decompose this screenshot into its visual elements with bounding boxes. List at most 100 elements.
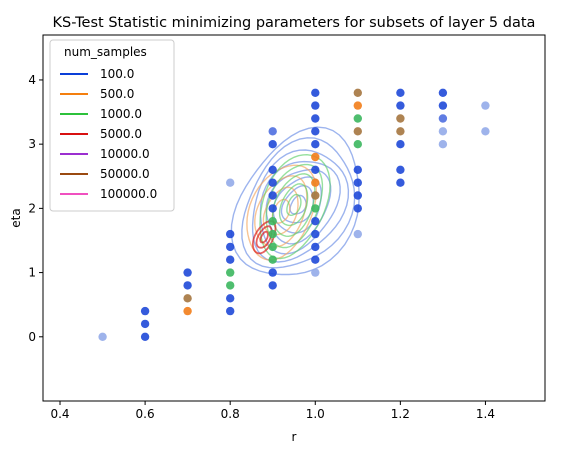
scatter-points	[98, 88, 490, 341]
data-point	[396, 101, 405, 110]
data-point	[268, 242, 277, 252]
data-point	[481, 101, 490, 110]
data-point	[396, 178, 405, 187]
legend-label: 5000.0	[100, 127, 142, 141]
legend: num_samples 100.0 500.0 1000.0 5000.0 10000.…	[49, 39, 175, 212]
contour-500.0	[262, 186, 299, 236]
data-point	[353, 114, 362, 123]
plot-area-frame	[42, 34, 546, 402]
data-point	[438, 88, 448, 98]
data-point	[140, 319, 150, 329]
contour-100.0	[251, 149, 350, 263]
data-point	[353, 101, 362, 110]
legend-label: 50000.0	[100, 167, 150, 181]
x-tick-label: 0.6	[136, 407, 155, 421]
contour-5000.0	[251, 220, 277, 255]
data-point	[183, 268, 192, 277]
data-point	[226, 255, 235, 264]
data-point	[353, 204, 362, 213]
data-point	[268, 281, 277, 290]
data-point	[268, 268, 277, 277]
data-point	[396, 88, 405, 98]
data-point	[268, 178, 277, 187]
x-tick-label: 1.2	[391, 407, 410, 421]
data-point	[268, 191, 277, 200]
y-axis-ticks: 0 1 2 3 4	[28, 73, 43, 344]
y-tick-label: 0	[28, 330, 36, 344]
x-tick-label: 1.4	[476, 407, 495, 421]
x-tick-label: 0.8	[221, 407, 240, 421]
data-point	[311, 268, 320, 277]
data-point	[226, 281, 235, 290]
data-point	[311, 178, 320, 187]
data-point	[353, 178, 362, 187]
data-point	[268, 127, 277, 136]
legend-label: 100000.0	[100, 187, 157, 201]
data-point	[311, 165, 320, 174]
y-tick-label: 2	[28, 201, 36, 215]
contour-1000.0	[272, 173, 316, 238]
data-point	[311, 217, 320, 226]
data-point	[311, 101, 320, 110]
data-point	[183, 294, 192, 303]
data-point	[353, 140, 362, 149]
data-point	[268, 140, 277, 149]
data-point	[226, 306, 235, 316]
data-point	[268, 165, 277, 174]
data-point	[311, 140, 320, 149]
contour-1000.0	[259, 153, 331, 260]
data-point	[268, 255, 277, 264]
contour-100.0	[272, 176, 322, 234]
legend-label: 100.0	[100, 67, 134, 81]
data-point	[311, 255, 320, 264]
data-point	[311, 114, 320, 123]
legend-label: 500.0	[100, 87, 134, 101]
data-point	[268, 217, 277, 226]
legend-title: num_samples	[64, 45, 147, 59]
density-contours	[230, 126, 360, 276]
data-point	[183, 306, 192, 316]
data-point	[140, 306, 150, 316]
legend-label: 10000.0	[100, 147, 150, 161]
data-point	[353, 165, 362, 174]
data-point	[311, 88, 320, 98]
contour-1000.0	[286, 193, 302, 217]
data-point	[98, 332, 107, 341]
data-point	[311, 152, 320, 162]
data-point	[396, 165, 405, 174]
data-point	[396, 127, 405, 136]
data-point	[481, 127, 490, 136]
data-point	[226, 178, 235, 187]
data-point	[311, 204, 320, 213]
data-point	[353, 229, 362, 239]
y-axis-label: eta	[9, 208, 23, 227]
y-tick-label: 3	[28, 137, 36, 151]
contour-5000.0	[259, 230, 269, 244]
data-point	[226, 229, 235, 239]
data-point	[438, 114, 448, 123]
data-point	[311, 127, 320, 136]
data-point	[353, 88, 362, 98]
data-point	[268, 204, 277, 213]
data-point	[268, 229, 277, 239]
data-point	[396, 140, 405, 149]
data-point	[183, 281, 192, 290]
x-tick-label: 1.0	[306, 407, 325, 421]
x-axis-label: r	[292, 430, 297, 444]
data-point	[140, 332, 150, 341]
legend-box	[49, 39, 175, 212]
x-tick-label: 0.4	[50, 407, 69, 421]
data-point	[226, 242, 235, 252]
contour-1000.0	[278, 183, 309, 227]
data-point	[438, 140, 448, 149]
data-point	[226, 294, 235, 303]
data-point	[311, 191, 320, 200]
data-point	[353, 127, 362, 136]
x-axis-ticks: 0.4 0.6 0.8 1.0 1.2 1.4	[50, 401, 495, 421]
data-point	[226, 268, 235, 277]
data-point	[438, 127, 448, 136]
y-tick-label: 1	[28, 266, 36, 280]
y-tick-label: 4	[28, 73, 36, 87]
data-point	[311, 242, 320, 252]
